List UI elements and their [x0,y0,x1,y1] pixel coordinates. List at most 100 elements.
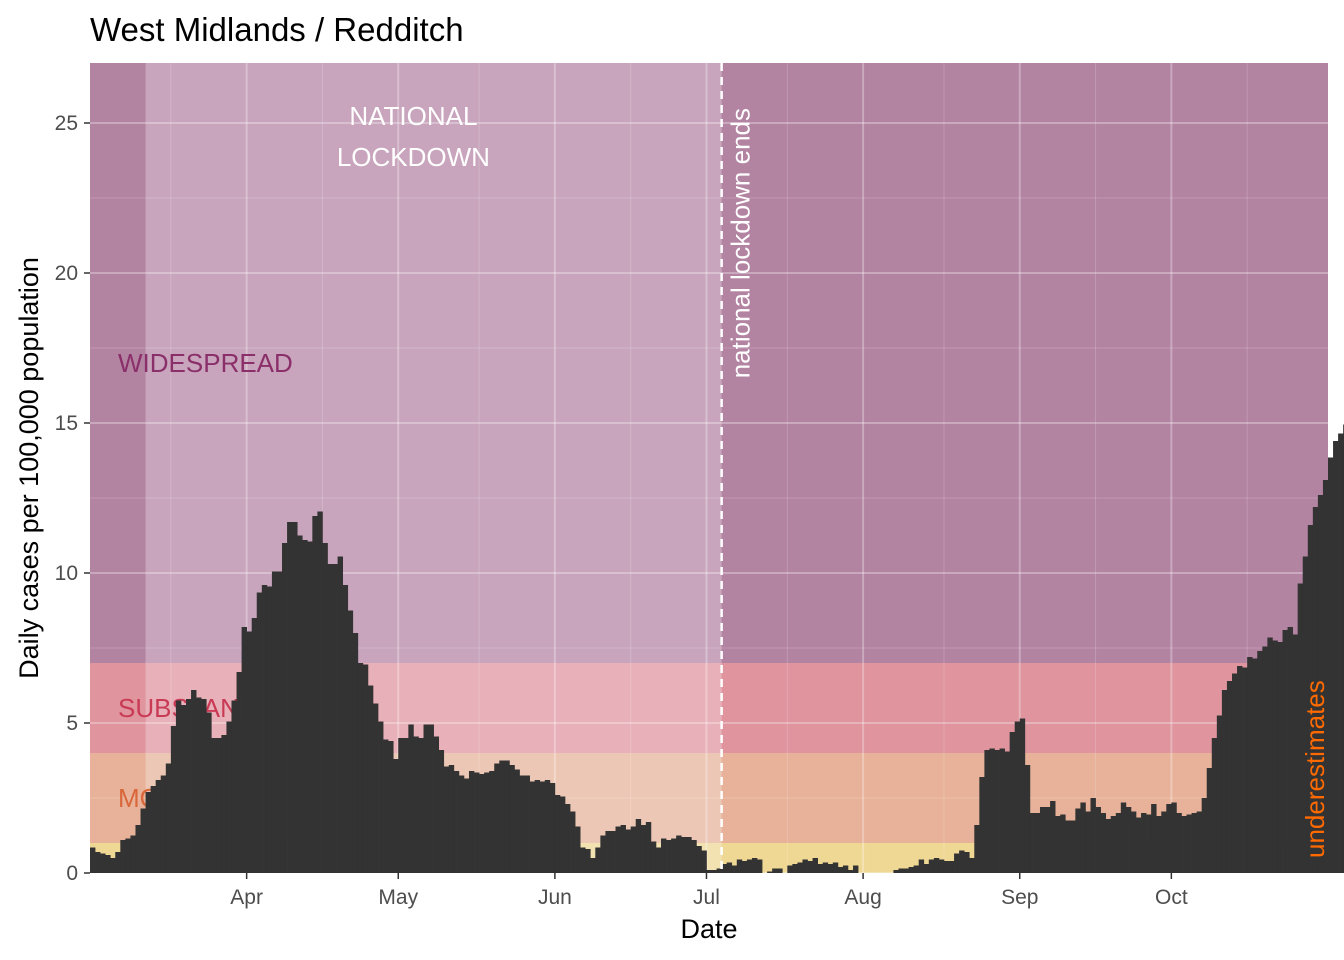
case-bar [741,861,748,873]
case-bar [1115,813,1122,873]
case-bar [630,826,637,873]
case-bar [1191,813,1197,873]
case-bar [721,864,728,873]
band-label-widespread: WIDESPREAD [118,348,293,378]
case-bar [1237,666,1243,873]
case-bar [494,763,500,873]
case-bar [1034,813,1041,873]
case-bar [559,796,566,873]
chart-title: West Midlands / Redditch [90,11,464,48]
case-bar [474,772,480,873]
case-bar [671,838,677,873]
y-tick-label: 10 [55,562,78,585]
case-bar [342,585,349,873]
case-bar [807,861,813,873]
case-bar [575,826,581,873]
case-bar [645,822,652,873]
case-bar [802,859,808,873]
case-bar [150,786,157,873]
y-axis: 0 5 10 15 20 25 [55,112,90,885]
case-bar [372,703,379,873]
case-bar [1176,813,1182,873]
case-bar [1024,765,1031,873]
case-bar [913,865,920,873]
case-bar [767,871,773,873]
case-bar [484,772,490,873]
case-bar [908,867,914,873]
case-bar [110,858,116,873]
case-bar [428,724,434,873]
case-bar [757,859,763,873]
case-bar [711,870,717,873]
case-bar [539,781,546,873]
case-bar [731,865,738,873]
case-bar [413,736,419,873]
case-bar [1055,816,1061,873]
case-bar [701,850,707,873]
case-bar [1226,681,1233,873]
case-bar [1242,667,1248,873]
case-bar [666,840,672,873]
case-bar [115,852,121,873]
case-bar [145,792,151,873]
case-bar [1095,807,1101,873]
case-bar [509,765,515,873]
case-bar [777,868,783,873]
case-bars [90,424,1344,873]
case-bar [590,858,596,873]
lockdown-label-line2: LOCKDOWN [337,142,490,172]
case-bar [266,586,273,873]
case-bar [989,748,995,873]
case-bar [847,870,854,873]
case-bar [332,564,338,873]
case-bar [1009,732,1016,873]
case-bar [1231,673,1238,873]
case-bar [352,633,359,873]
case-bar [130,835,136,873]
case-bar [1004,751,1011,873]
case-bar [969,858,975,873]
case-bar [312,516,318,873]
x-tick-label: Aug [844,886,881,909]
case-bar [135,825,141,873]
case-bar [438,750,445,873]
case-bar [120,840,126,873]
case-bar [140,808,146,873]
x-tick-label: Apr [230,886,263,909]
case-bar [827,864,834,873]
case-bar [231,700,237,873]
case-bar [1019,718,1026,873]
case-bar [898,868,904,873]
y-tick-label: 20 [55,262,78,285]
case-bar [1070,820,1076,873]
lockdown-end-label: national lockdown ends [726,108,756,378]
case-bar [105,855,111,873]
case-bar [706,870,712,873]
annotations: NATIONAL LOCKDOWN national lockdown ends… [337,63,1330,873]
case-bar [797,862,803,873]
case-bar [165,763,172,873]
case-bar [261,585,268,873]
case-bar [691,840,697,873]
case-bar [276,571,283,873]
case-bar [529,781,536,873]
case-bar [1085,811,1091,873]
case-bar [95,852,101,873]
case-bar [1039,807,1046,873]
case-bar [1252,658,1258,873]
case-bar [175,700,182,873]
case-bar [928,859,935,873]
case-bar [1151,804,1157,873]
case-bar [271,571,278,873]
case-bar [287,522,293,873]
case-bar [1247,657,1253,873]
case-bar [1110,816,1117,873]
case-bar [216,738,222,873]
case-bar [514,769,520,873]
case-bar [236,672,242,873]
case-bar [170,726,177,873]
case-bar [772,868,778,873]
case-bar [994,750,1000,873]
case-bar [822,862,829,873]
case-bar [160,775,167,873]
